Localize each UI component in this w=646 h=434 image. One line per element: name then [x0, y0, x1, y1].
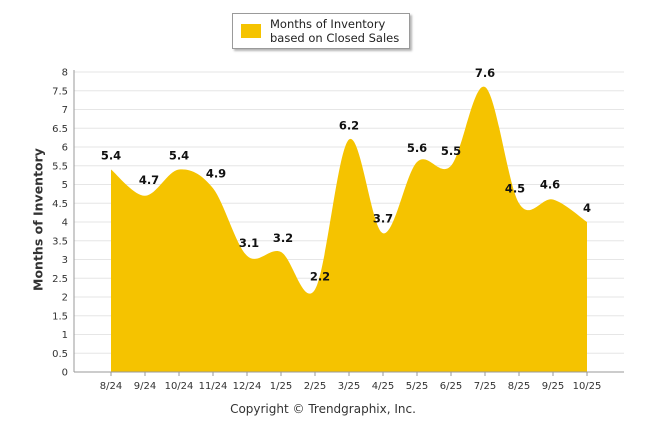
y-tick-label: 2.5: [52, 274, 68, 285]
x-tick-labels: 8/24 9/24 10/24 11/24 12/24 1/25 2/25 3/25 4/25 5…: [100, 381, 602, 392]
data-label: 3.7: [373, 211, 393, 225]
y-tick-label: 5: [62, 180, 68, 191]
data-label: 3.2: [273, 231, 293, 245]
data-label: 4: [583, 201, 591, 215]
y-tick-label: 0.5: [52, 349, 68, 360]
x-tick-label: 8/25: [508, 381, 530, 392]
x-tick-label: 4/25: [372, 381, 394, 392]
x-tick-label: 8/24: [100, 381, 122, 392]
x-tick-label: 11/24: [199, 381, 228, 392]
x-tick-label: 7/25: [474, 381, 496, 392]
copyright: Copyright © Trendgraphix, Inc.: [230, 402, 416, 416]
y-tick-label: 6.5: [52, 124, 68, 135]
y-tick-label: 6: [62, 143, 68, 154]
y-tick-label: 4: [62, 218, 68, 229]
data-label: 5.6: [407, 141, 427, 155]
y-tick-label: 1: [62, 330, 68, 341]
y-tick-label: 3.5: [52, 236, 68, 247]
y-tick-label: 5.5: [52, 161, 68, 172]
x-tick-label: 12/24: [233, 381, 262, 392]
data-labels: 5.4 4.7 5.4 4.9 3.1 3.2 2.2 6.2 3.7 5.6 5.5 7.6 4.5 4…: [101, 66, 591, 284]
y-tick-label: 4.5: [52, 199, 68, 210]
data-label: 4.6: [540, 178, 560, 192]
x-tick-label: 2/25: [304, 381, 326, 392]
y-tick-label: 7.5: [52, 86, 68, 97]
x-tick-label: 9/24: [134, 381, 156, 392]
y-tick-label: 0: [62, 368, 68, 379]
x-tick-label: 5/25: [406, 381, 428, 392]
data-label: 7.6: [475, 66, 495, 80]
area-series: [111, 86, 587, 373]
legend: Months of Inventory based on Closed Sale…: [232, 13, 410, 49]
legend-label: Months of Inventory based on Closed Sale…: [270, 17, 400, 45]
legend-swatch: [241, 24, 261, 38]
y-axis-label: Months of Inventory: [30, 148, 46, 291]
data-label: 3.1: [239, 236, 259, 250]
y-tick-label: 2: [62, 293, 68, 304]
x-tick-label: 10/25: [573, 381, 602, 392]
data-label: 4.9: [206, 166, 226, 180]
y-tick-label: 3: [62, 255, 68, 266]
x-tick-label: 10/24: [165, 381, 194, 392]
data-label: 5.4: [101, 149, 121, 163]
y-tick-label: 7: [62, 105, 68, 116]
y-tick-label: 8: [62, 68, 68, 79]
x-tick-label: 1/25: [270, 381, 292, 392]
x-tick-label: 9/25: [542, 381, 564, 392]
data-label: 5.4: [169, 149, 189, 163]
data-label: 2.2: [310, 270, 330, 284]
data-label: 4.7: [139, 173, 159, 187]
axes: [73, 70, 624, 376]
data-label: 6.2: [339, 119, 359, 133]
data-label: 5.5: [441, 144, 461, 158]
x-tick-label: 6/25: [440, 381, 462, 392]
y-tick-label: 1.5: [52, 311, 68, 322]
x-tick-label: 3/25: [338, 381, 360, 392]
area-fill: [111, 86, 587, 373]
data-label: 4.5: [505, 181, 525, 195]
y-tick-labels: 0 0.5 1 1.5 2 2.5 3 3.5 4 4.5 5 5.5 6 6.5 7 7.5 8: [52, 68, 68, 379]
